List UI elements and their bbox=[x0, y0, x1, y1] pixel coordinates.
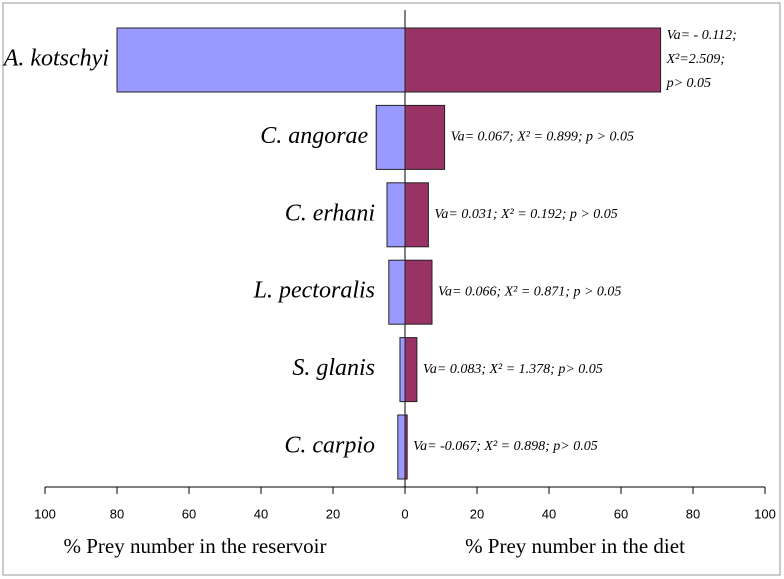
bar bbox=[404, 337, 418, 403]
annotation: Va= 0.066; X² = 0.871; p > 0.05 bbox=[438, 284, 621, 299]
bar bbox=[397, 414, 406, 480]
bar bbox=[399, 337, 406, 403]
annotation: Va= - 0.112; bbox=[667, 28, 737, 43]
annotation: Va= -0.067; X² = 0.898; p> 0.05 bbox=[413, 439, 598, 454]
category-label: S. glanis bbox=[292, 355, 375, 381]
annotation: Va= 0.083; X² = 1.378; p> 0.05 bbox=[423, 362, 603, 377]
annotation: Va= 0.031; X² = 0.192; p > 0.05 bbox=[434, 207, 617, 222]
x-tick-label: 80 bbox=[110, 506, 124, 521]
category-label: L. pectoralis bbox=[253, 278, 375, 304]
x-tick-label: 100 bbox=[754, 506, 776, 521]
bar bbox=[388, 259, 406, 325]
category-label: C. carpio bbox=[284, 433, 375, 459]
bar bbox=[375, 104, 406, 170]
category-label: A. kotschyi bbox=[2, 46, 109, 72]
category-label: C. erhani bbox=[285, 200, 375, 226]
category-label: C. angorae bbox=[260, 123, 368, 149]
annotation: p> 0.05 bbox=[666, 76, 711, 91]
x-tick-label: 0 bbox=[401, 506, 408, 521]
annotation: Va= 0.067; X² = 0.899; p > 0.05 bbox=[451, 130, 634, 145]
x-axis-label: % Prey number in the diet bbox=[465, 534, 685, 558]
x-tick-label: 60 bbox=[614, 506, 628, 521]
annotation: X²=2.509; bbox=[666, 52, 725, 67]
x-tick-label: 100 bbox=[34, 506, 56, 521]
x-tick-label: 40 bbox=[254, 506, 268, 521]
bar bbox=[404, 104, 446, 170]
x-tick-label: 60 bbox=[182, 506, 196, 521]
x-tick-label: 20 bbox=[326, 506, 340, 521]
x-axis-label: % Prey number in the reservoir bbox=[63, 534, 326, 558]
x-tick-label: 20 bbox=[470, 506, 484, 521]
bar bbox=[386, 182, 406, 248]
bar bbox=[404, 182, 429, 248]
x-tick-label: 80 bbox=[686, 506, 700, 521]
x-tick-label: 40 bbox=[542, 506, 556, 521]
bar bbox=[404, 259, 433, 325]
bar bbox=[404, 27, 662, 93]
bar bbox=[404, 414, 408, 480]
bar bbox=[116, 27, 406, 93]
